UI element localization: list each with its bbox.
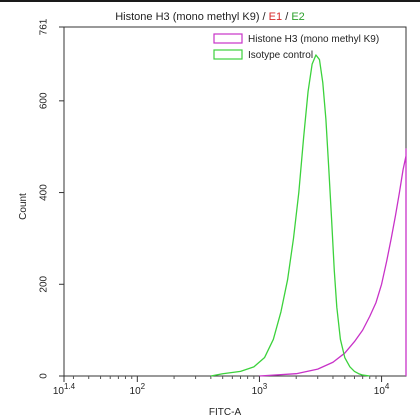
y-tick-label: 761 (39, 18, 50, 35)
y-axis-label: Count (18, 193, 29, 220)
x-axis-label: FITC-A (209, 407, 242, 418)
y-tick-label: 0 (39, 373, 50, 379)
title-part-1: E1 (269, 11, 282, 23)
chart-title-text: Histone H3 (mono methyl K9) / E1 / E2 (115, 11, 305, 23)
x-axis: 101.4102103104105106107.2 (53, 376, 390, 397)
chart-title: Histone H3 (mono methyl K9) / E1 / E2 (115, 11, 305, 23)
legend-swatch-1 (213, 49, 243, 60)
top-border (0, 0, 420, 2)
title-part-3: E2 (291, 11, 304, 23)
title-part-0: Histone H3 (mono methyl K9) / (115, 11, 268, 23)
legend-swatch-0 (213, 33, 243, 44)
x-tick-label: 104 (374, 382, 390, 397)
x-tick-label: 102 (130, 382, 146, 397)
series-line-0 (259, 148, 407, 377)
plot-area (63, 26, 407, 377)
x-tick-label: 103 (252, 382, 268, 397)
series-line-1 (210, 54, 370, 377)
legend: Histone H3 (mono methyl K9) Isotype contr… (213, 33, 379, 61)
y-tick-label: 600 (39, 92, 50, 109)
legend-label-1: Isotype control (248, 50, 313, 61)
title-part-2: / (282, 11, 291, 23)
y-axis: 0 200 400 600 761 (39, 18, 64, 379)
x-tick-label: 101.4 (53, 382, 76, 397)
y-tick-label: 200 (39, 275, 50, 292)
y-tick-label: 400 (39, 184, 50, 201)
series-layer (210, 54, 407, 377)
legend-label-0: Histone H3 (mono methyl K9) (248, 34, 379, 45)
